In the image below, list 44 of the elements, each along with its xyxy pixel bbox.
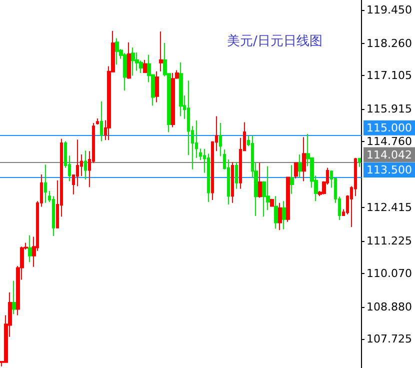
- candlestick: [358, 157, 361, 168]
- candlestick: [100, 100, 103, 142]
- candlestick: [179, 62, 183, 117]
- candlestick: [127, 42, 131, 80]
- candlestick: [207, 153, 210, 202]
- candlestick: [270, 198, 274, 208]
- y-tick-label: 115.915: [366, 102, 412, 116]
- y-tick-label: 110.070: [366, 266, 412, 280]
- ref-line-label: 113.500: [366, 163, 412, 176]
- candlestick: [44, 164, 47, 204]
- candlestick: [159, 30, 163, 72]
- candlestick: [258, 162, 262, 198]
- candlestick: [302, 136, 306, 182]
- candlestick: [155, 70, 159, 103]
- text: 美元/日元日线图: [227, 33, 322, 49]
- candlestick: [131, 46, 135, 76]
- candlestick: [96, 118, 99, 125]
- ref-line-label: 115.000: [366, 121, 412, 134]
- candlestick: [278, 202, 282, 231]
- y-tick-label: 118.260: [366, 36, 412, 50]
- candlestick: [294, 162, 298, 179]
- candlestick: [143, 59, 147, 73]
- y-tick-label: 114.760: [366, 135, 412, 148]
- candlestick: [28, 234, 32, 263]
- candlestick: [282, 200, 286, 230]
- candlestick: [298, 154, 302, 178]
- ref-line-label: 114.042: [366, 148, 412, 162]
- y-tick-label: 119.450: [366, 3, 412, 16]
- candlestick: [274, 196, 278, 230]
- candlestick: [84, 150, 87, 180]
- y-tick-label: 117.105: [366, 69, 412, 82]
- candlestick: [235, 162, 238, 190]
- y-tick-label: 111.225: [366, 234, 412, 248]
- candlestick: [115, 38, 119, 66]
- candlestick: [231, 162, 234, 204]
- candlestick: [286, 176, 290, 222]
- y-tick-label: 108.880: [366, 300, 412, 314]
- y-tick-label: 107.725: [366, 332, 412, 346]
- candlestick: [12, 280, 16, 315]
- candlestick: [290, 164, 294, 194]
- y-tick-label: 112.415: [366, 200, 412, 214]
- candlestick: [171, 72, 175, 128]
- candlestick: [123, 52, 127, 91]
- candlestick: [219, 122, 222, 157]
